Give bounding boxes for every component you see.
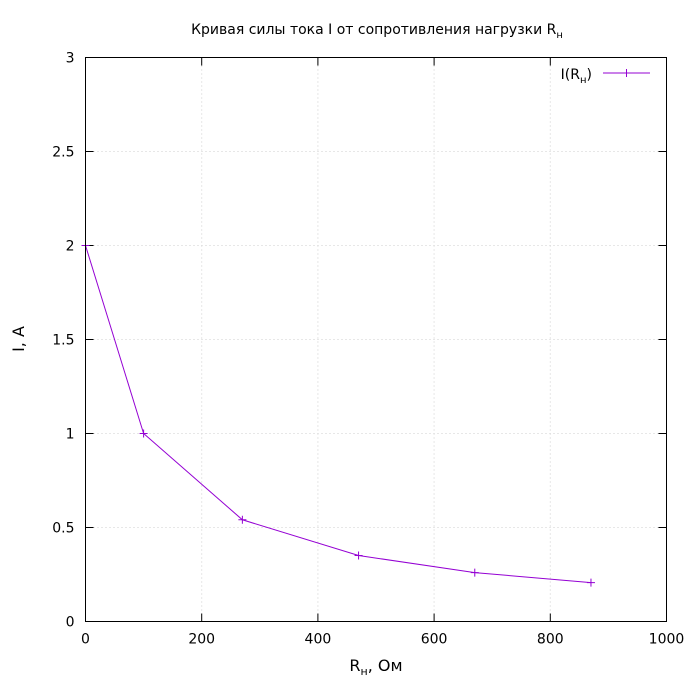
chart-title-text: Кривая силы тока I от сопротивления нагр… (191, 22, 557, 38)
x-axis-label-suffix: , Ом (368, 656, 403, 675)
legend-label-close: ) (587, 67, 592, 83)
y-tick-label: 2.5 (52, 145, 74, 161)
series-layer (81, 241, 595, 587)
legend: I(Rн) (561, 67, 650, 86)
data-point-marker (139, 429, 148, 438)
x-axis-label: Rн, Ом (349, 656, 402, 678)
x-tick-label: 800 (537, 632, 564, 648)
legend-label: I(Rн) (561, 67, 592, 86)
x-tick-label: 0 (81, 632, 90, 648)
data-point-marker (238, 515, 247, 524)
data-point-marker (470, 568, 479, 577)
y-tick-label: 3 (66, 51, 75, 67)
data-point-marker (354, 551, 363, 560)
legend-label-subscript: н (580, 75, 587, 86)
y-tick-label: 0 (66, 615, 75, 631)
legend-marker (622, 69, 631, 77)
x-tick-label: 400 (305, 632, 332, 648)
series-line (85, 245, 592, 584)
y-tick-label: 2 (66, 239, 75, 255)
legend-label-main: I(R (561, 67, 581, 83)
x-axis-label-main: R (349, 656, 360, 675)
chart-title: Кривая силы тока I от сопротивления нагр… (191, 22, 563, 41)
x-tick-label: 600 (421, 632, 448, 648)
chart-title-subscript: н (556, 30, 563, 41)
y-axis-label: I, A (9, 326, 28, 352)
x-axis-label-subscript: н (361, 665, 368, 678)
data-point-marker (586, 578, 595, 587)
y-tick-label: 0.5 (52, 521, 74, 537)
y-tick-label: 1 (66, 427, 75, 443)
x-tick-label: 1000 (649, 632, 685, 648)
y-tick-label: 1.5 (52, 333, 74, 349)
x-tick-label: 200 (188, 632, 215, 648)
grid-layer (85, 57, 667, 622)
plot-frame (85, 57, 667, 622)
